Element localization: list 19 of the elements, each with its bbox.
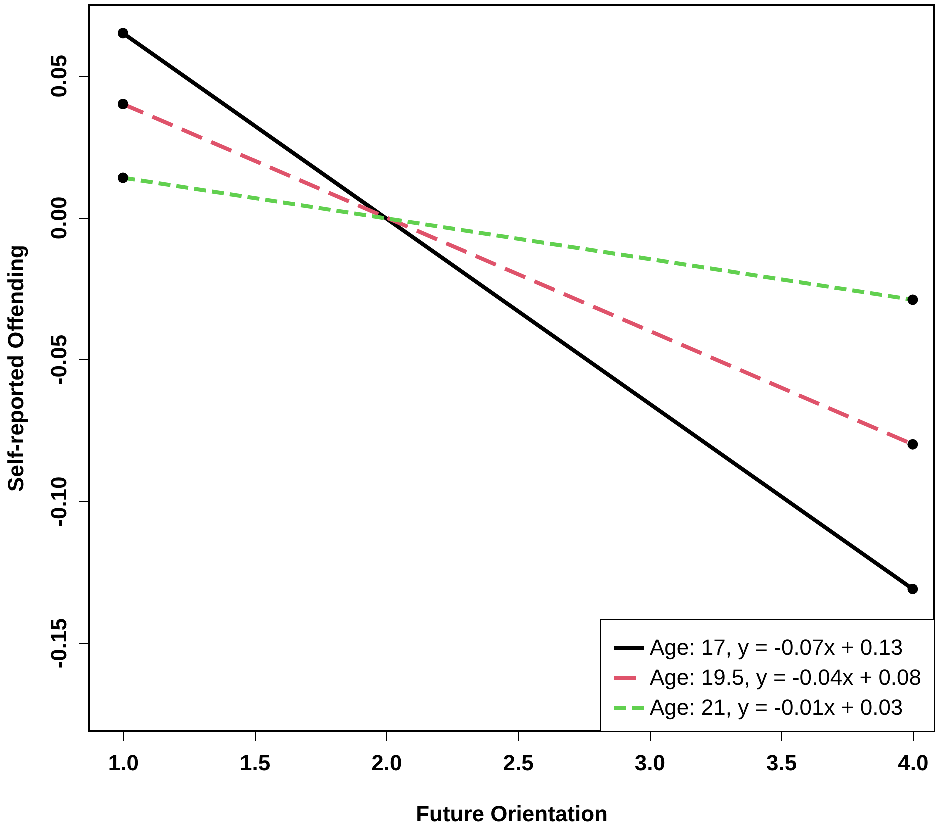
y-axis-title: Self-reported Offending [4,245,28,492]
y-tick-label: 0.05 [46,54,72,98]
point [908,584,918,594]
y-tick-label: -0.05 [46,334,72,386]
x-tick-label: 2.0 [372,750,402,776]
x-tick-label: 2.5 [503,750,534,776]
x-tick-label: 4.0 [898,750,929,776]
y-tick-label: -0.15 [46,618,72,669]
x-tick-label: 1.5 [240,750,271,776]
x-tick-label: 3.0 [634,750,666,776]
x-tick-label: 3.5 [766,750,798,776]
legend-label: Age: 19.5, y = -0.04x + 0.08 [650,665,922,690]
y-tick-label: -0.10 [46,476,72,527]
point [118,28,128,39]
x-axis-title: Future Orientation [416,802,608,826]
x-tick-label: 1.0 [108,750,140,776]
y-tick-label: 0.00 [46,196,72,240]
legend-label: Age: 17, y = -0.07x + 0.13 [650,635,904,660]
legend-label: Age: 21, y = -0.01x + 0.03 [650,695,904,720]
